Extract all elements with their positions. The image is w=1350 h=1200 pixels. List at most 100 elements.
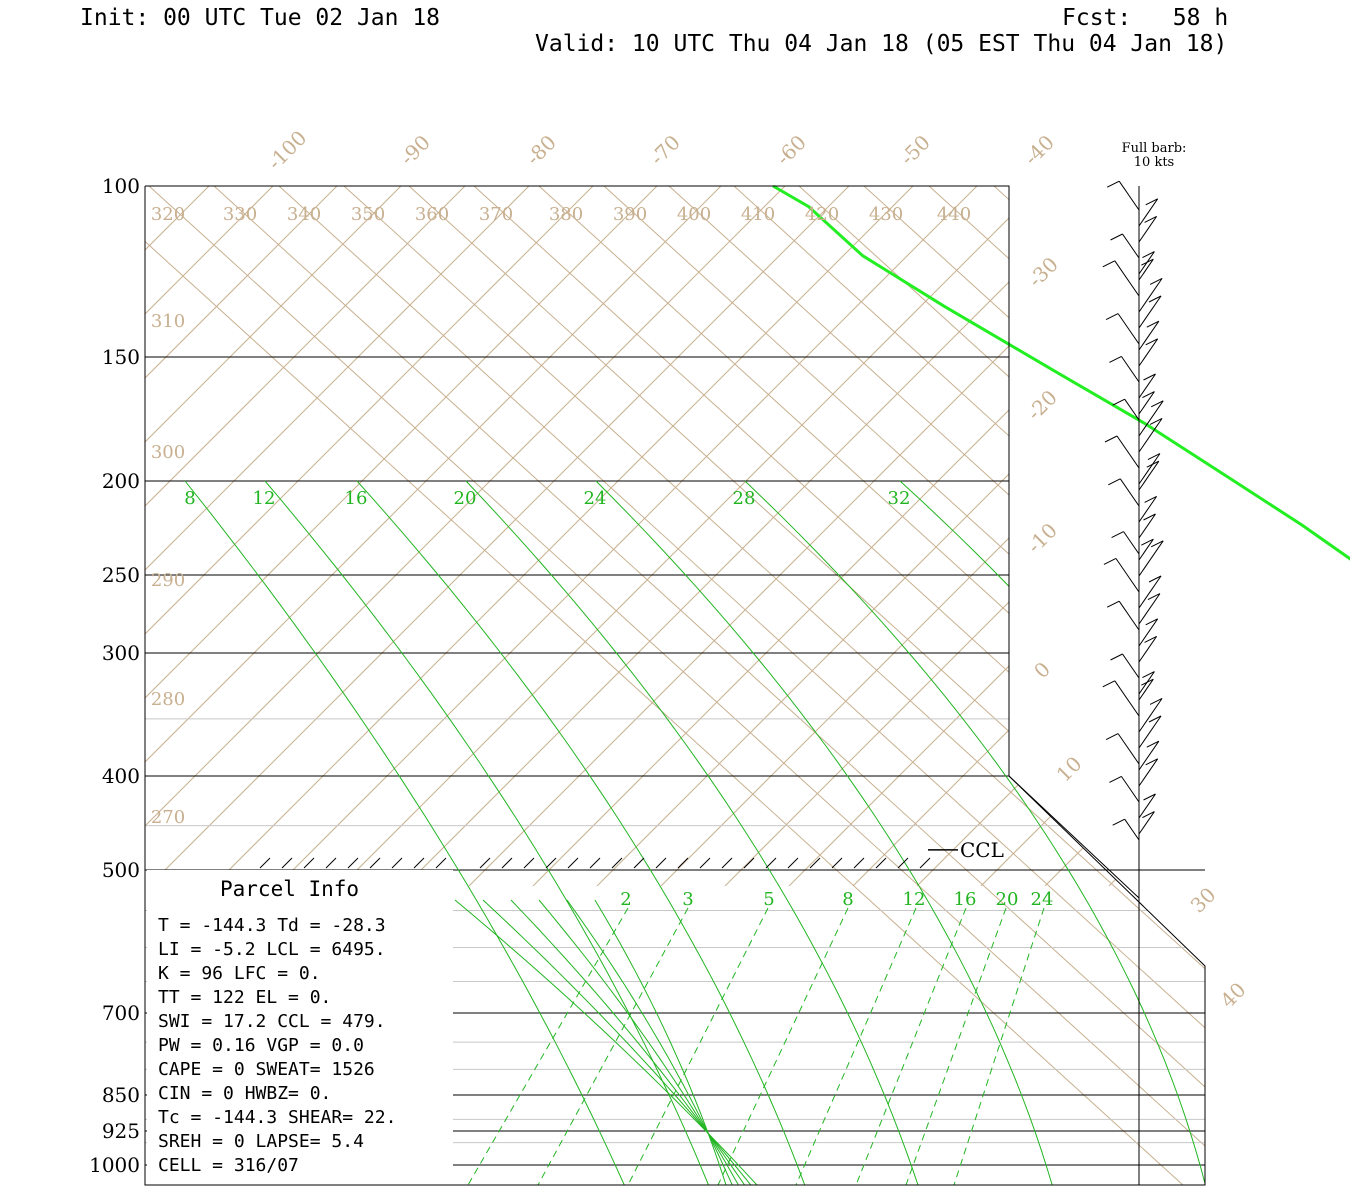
isotherm-label: -10 bbox=[1022, 518, 1062, 558]
dry-adiabat-line bbox=[145, 186, 466, 887]
wind-barb-flag bbox=[1147, 453, 1161, 461]
dry-adiabat-line bbox=[1237, 186, 1350, 886]
wind-barb-flag bbox=[1148, 295, 1162, 303]
dry-adiabat-line bbox=[145, 186, 530, 887]
isotherm-line bbox=[1188, 186, 1205, 1185]
init-time: Init: 00 UTC Tue 02 Jan 18 bbox=[80, 5, 441, 31]
wind-barb-flag bbox=[1149, 697, 1163, 705]
isotherm-line bbox=[993, 186, 1205, 1185]
wind-barb-flag bbox=[1106, 600, 1120, 608]
moist-adiabat-curve bbox=[184, 480, 625, 1185]
wind-barb-flag bbox=[1148, 575, 1162, 583]
wind-barb-flag bbox=[1110, 233, 1123, 241]
wind-barb bbox=[1117, 313, 1140, 345]
wind-barb bbox=[1138, 373, 1156, 399]
wind-barb bbox=[1116, 435, 1140, 469]
theta-label: 420 bbox=[805, 204, 839, 225]
isotherm-label: -40 bbox=[1019, 130, 1059, 170]
wind-barb-flag bbox=[1112, 818, 1125, 826]
wind-barb-flag bbox=[1145, 198, 1158, 206]
mixing-ratio-line bbox=[537, 907, 689, 1185]
pressure-label: 500 bbox=[102, 858, 140, 882]
wind-barb-flag bbox=[1149, 277, 1163, 285]
isotherm-label: -100 bbox=[263, 126, 312, 175]
mixing-ratio-line bbox=[627, 907, 769, 1185]
frame-outline bbox=[144, 185, 1206, 1186]
moist-adiabat-curve bbox=[744, 480, 1205, 1185]
parcel-info-title: Parcel Info bbox=[220, 877, 359, 901]
isotherm-label: 30 bbox=[1186, 883, 1221, 918]
dry-adiabat-line bbox=[212, 186, 914, 887]
wind-barb bbox=[1138, 538, 1154, 561]
wind-barb bbox=[1120, 356, 1140, 383]
wind-barb-flag bbox=[1105, 733, 1119, 741]
hatch-mark bbox=[413, 857, 425, 869]
wind-barb bbox=[1138, 216, 1158, 243]
hatch-mark bbox=[369, 857, 381, 869]
wind-barb bbox=[1138, 391, 1155, 415]
wind-barb bbox=[1122, 233, 1140, 259]
wind-barb bbox=[1138, 618, 1159, 647]
isotherm-line bbox=[1254, 186, 1350, 1185]
dry-adiabat-line bbox=[0, 186, 17, 886]
dry-adiabat-line bbox=[852, 186, 1205, 887]
chart-frame bbox=[144, 185, 1206, 1186]
isotherm-line bbox=[145, 186, 1184, 1185]
dry-adiabat-line bbox=[916, 186, 1205, 887]
isotherm-line bbox=[1319, 186, 1350, 1185]
hatch-mark bbox=[809, 857, 821, 869]
theta-label: 440 bbox=[937, 204, 971, 225]
hatch-mark bbox=[589, 857, 601, 869]
dry-adiabat-line bbox=[1044, 186, 1205, 887]
isotherm-line bbox=[278, 186, 1205, 1185]
isotherm-line bbox=[213, 186, 1205, 1185]
theta-label: 340 bbox=[287, 204, 321, 225]
sounding-line bbox=[772, 184, 1350, 561]
isotherm-label: 40 bbox=[1216, 978, 1251, 1013]
mixing-ratio-label: 16 bbox=[954, 889, 977, 910]
theta-label: 320 bbox=[151, 204, 185, 225]
dry-adiabat-line bbox=[145, 186, 658, 887]
wind-barb bbox=[1138, 811, 1155, 835]
isotherm-label: 10 bbox=[1052, 752, 1087, 787]
wind-barb bbox=[1138, 793, 1156, 819]
dry-adiabat-line bbox=[532, 186, 1205, 887]
parcel-info-row: K = 96 LFC = 0. bbox=[158, 963, 321, 984]
theta-label: 350 bbox=[351, 204, 385, 225]
mixing-ratio-label: 3 bbox=[682, 889, 693, 910]
mixing-ratio-line bbox=[717, 907, 849, 1185]
wind-barb-flag bbox=[1145, 338, 1158, 346]
hatch-mark bbox=[391, 857, 403, 869]
parcel-info-row: PW = 0.16 VGP = 0.0 bbox=[158, 1035, 364, 1056]
theta-label: 300 bbox=[151, 442, 185, 463]
wind-barb-flag bbox=[1144, 635, 1157, 643]
wind-barb bbox=[1138, 758, 1159, 787]
theta-label: 410 bbox=[741, 204, 775, 225]
wind-barb bbox=[1114, 680, 1140, 717]
isotherm-label: -80 bbox=[521, 130, 561, 170]
hatch-mark bbox=[501, 857, 513, 869]
frame-diagonal bbox=[1008, 775, 1140, 899]
wind-barb-flag bbox=[1108, 478, 1121, 486]
temperature-sounding bbox=[772, 184, 1350, 561]
hatch-mark bbox=[919, 857, 931, 869]
wind-barb bbox=[1138, 575, 1162, 609]
hatch-mark bbox=[765, 857, 777, 869]
wind-barb-flag bbox=[1149, 417, 1163, 425]
hatch-mark bbox=[567, 857, 579, 869]
isotherm-line bbox=[1123, 186, 1205, 1185]
moist-adiabat-curve bbox=[356, 480, 806, 1185]
pressure-label: 700 bbox=[102, 1001, 140, 1025]
wind-barb-flag bbox=[1111, 531, 1124, 539]
wind-barb-flag bbox=[1144, 495, 1157, 503]
isotherm-line bbox=[408, 186, 1205, 1185]
wind-barb-flag bbox=[1103, 557, 1117, 565]
mixing-ratio-line bbox=[467, 907, 629, 1185]
wind-barb bbox=[1138, 278, 1163, 313]
hatch-mark bbox=[743, 857, 755, 869]
theta-label: 430 bbox=[869, 204, 903, 225]
wind-barb-flag bbox=[1104, 435, 1118, 443]
theta-label: 270 bbox=[151, 807, 185, 828]
theta-label: 390 bbox=[613, 204, 647, 225]
